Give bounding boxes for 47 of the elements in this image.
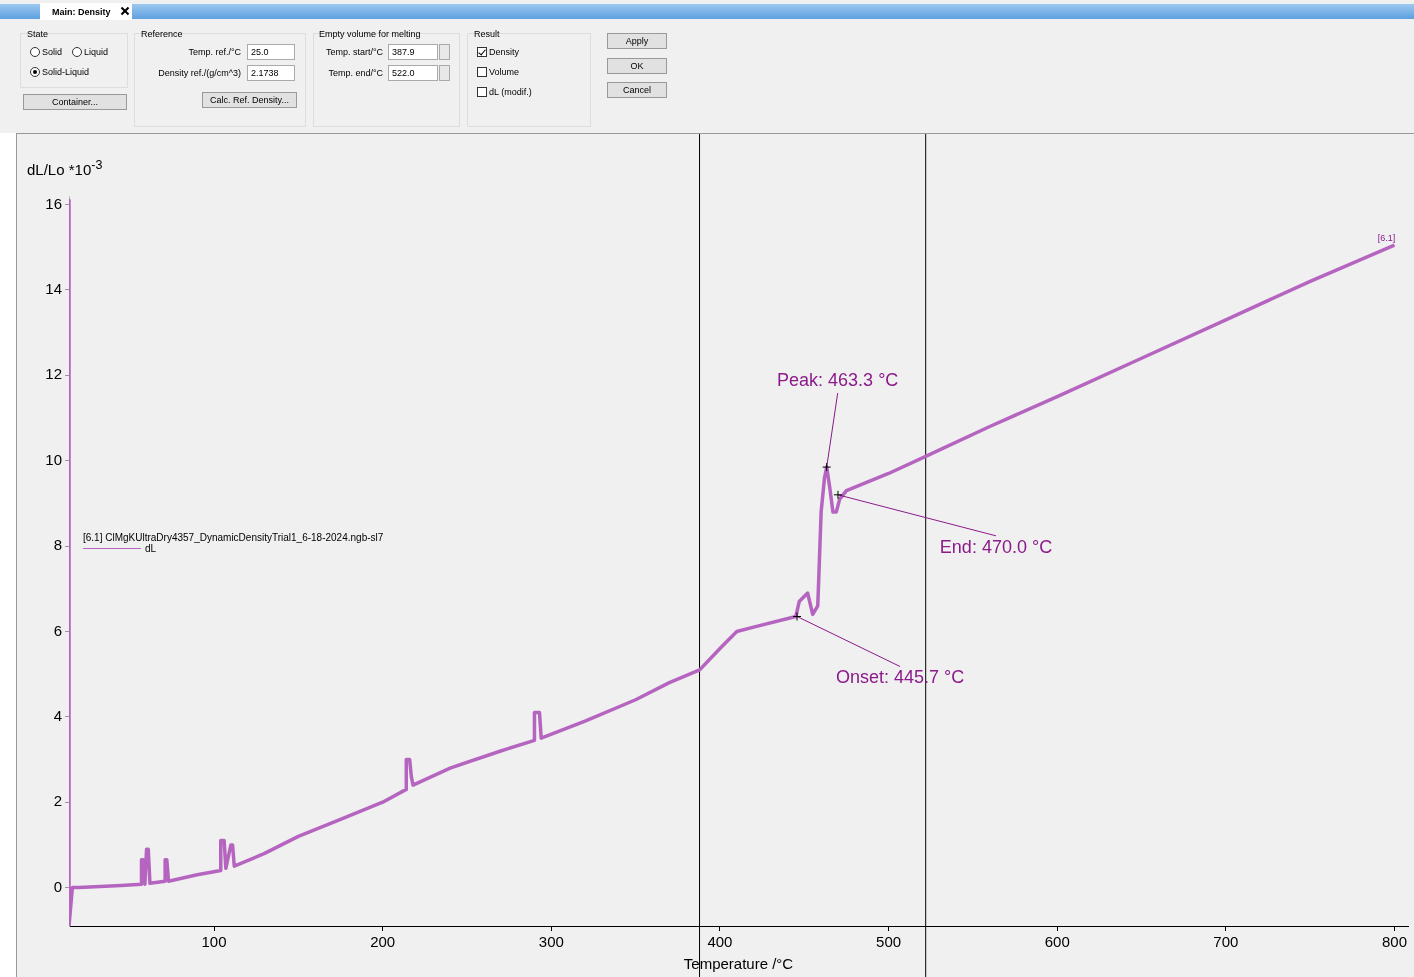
y-tick-label: 16: [45, 194, 62, 212]
text: Volume: [489, 66, 520, 78]
text: Solid-Liquid: [42, 66, 90, 78]
text: Temp. ref./°C: [188, 46, 241, 58]
text: dL: [145, 543, 157, 554]
button: Cancel: [607, 82, 667, 98]
y-tick-label: 4: [53, 706, 62, 724]
x-tick-label: 200: [370, 933, 396, 951]
text: Reference: [141, 28, 183, 40]
y-tick-label: 0: [53, 877, 62, 895]
input-field: 522.0: [388, 65, 438, 81]
input-field: 25.0: [247, 44, 295, 60]
text: Result: [474, 28, 500, 40]
legend-title: [6.1] ClMgKUltraDry4357_DynamicDensityTrial1_6-18-2024.ngb-sl7: [83, 532, 384, 543]
button: Calc. Ref. Density...: [202, 92, 297, 108]
x-tick-label: 100: [201, 933, 227, 951]
annotation: Peak: 463.3 °C: [777, 370, 899, 391]
text: dL (modif.): [489, 86, 532, 98]
x-tick-label: 700: [1213, 933, 1239, 951]
text: Solid: [42, 46, 63, 58]
y-tick-label: 2: [53, 792, 62, 810]
input-field: 387.9: [388, 44, 438, 60]
x-tick-label: 500: [876, 933, 902, 951]
y-tick-label: 10: [45, 450, 62, 468]
y-tick-label: 6: [53, 621, 62, 639]
y-tick-label: 8: [53, 536, 62, 554]
x-tick-label: 800: [1381, 933, 1408, 951]
y-tick-label: 12: [45, 365, 62, 383]
button: Container...: [23, 94, 127, 110]
text: Temp. end/°C: [328, 67, 383, 79]
y-axis-title: dL/Lo *10$^{-3}$: [27, 158, 103, 178]
text: Temp. start/°C: [325, 46, 383, 58]
text: Liquid: [84, 46, 109, 58]
button: OK: [607, 58, 667, 74]
text: Main: Density: [52, 6, 111, 18]
text: Density: [489, 46, 520, 58]
input-field: 2.1738: [247, 65, 295, 81]
annotation: [6.1]: [1377, 232, 1396, 243]
button: Apply: [607, 33, 667, 49]
x-tick-label: 300: [538, 933, 564, 951]
y-tick-label: 14: [45, 280, 62, 298]
x-tick-label: 600: [1044, 933, 1070, 951]
text: Density ref./(g/cm^3): [158, 67, 241, 79]
annotation: End: 470.0 °C: [939, 536, 1053, 557]
text: State: [27, 28, 49, 40]
text: Empty volume for melting: [319, 28, 421, 40]
x-tick-label: 400: [707, 933, 733, 951]
